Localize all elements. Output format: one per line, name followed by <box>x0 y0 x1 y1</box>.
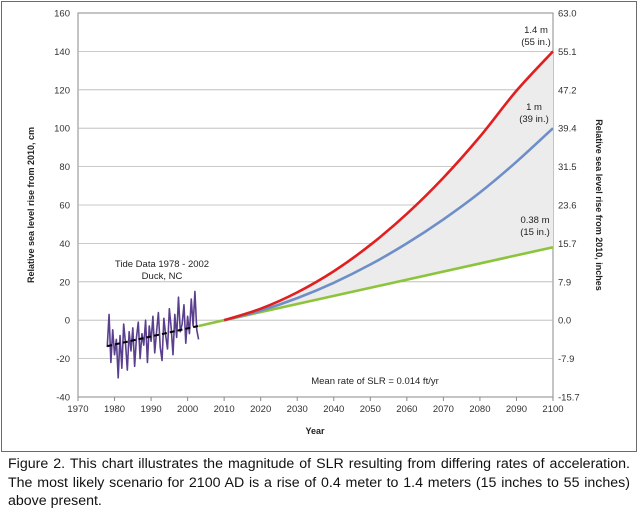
y-tick-right: -7.9 <box>558 354 574 365</box>
y-tick-left: 160 <box>54 9 70 20</box>
tide-data-line <box>106 290 200 379</box>
y-tick-left: 100 <box>54 124 70 135</box>
tide-data-label-2: Duck, NC <box>142 271 183 282</box>
y-tick-right: 31.5 <box>558 162 577 173</box>
red-scenario-label-1: 1.4 m <box>524 25 548 36</box>
blue-scenario-line <box>223 127 554 322</box>
y-tick-left: 20 <box>59 277 70 288</box>
y-tick-left: 80 <box>59 162 70 173</box>
x-tick: 2050 <box>360 404 381 415</box>
x-tick: 2000 <box>177 404 198 415</box>
x-tick: 2070 <box>433 404 454 415</box>
x-tick: 2060 <box>396 404 417 415</box>
x-tick: 2040 <box>323 404 344 415</box>
y-tick-left: 140 <box>54 47 70 58</box>
y-tick-right: 47.2 <box>558 85 577 96</box>
y-tick-right: 23.6 <box>558 201 577 212</box>
y-tick-left: 0 <box>65 316 70 327</box>
y-tick-right: -15.7 <box>558 393 580 404</box>
x-tick: 2020 <box>250 404 271 415</box>
y-tick-right: 39.4 <box>558 124 577 135</box>
x-tick: 2080 <box>469 404 490 415</box>
x-axis-title: Year <box>305 426 325 436</box>
tick-labels: -40 -15.7 -20 -7.9 0 0.0 20 7.9 40 15.7 60 23.6 80 31… <box>54 9 580 416</box>
green-scenario-label-2: (15 in.) <box>520 227 550 238</box>
y-tick-right: 55.1 <box>558 47 577 58</box>
y-axis-left-title: Relative sea level rise from 2010, cm <box>26 127 36 283</box>
green-scenario-label-1: 0.38 m <box>520 215 549 226</box>
scenario-band <box>224 51 553 321</box>
figure-caption: Figure 2. This chart illustrates the mag… <box>8 456 630 509</box>
y-tick-left: -40 <box>56 393 70 404</box>
red-scenario-line <box>223 50 554 322</box>
mean-rate-label: Mean rate of SLR = 0.014 ft/yr <box>311 376 439 387</box>
y-tick-right: 63.0 <box>558 9 577 20</box>
sea-level-rise-chart: -40 -15.7 -20 -7.9 0 0.0 20 7.9 40 15.7 60 23.6 80 31… <box>26 9 604 437</box>
y-tick-right: 0.0 <box>558 316 571 327</box>
y-tick-left: 120 <box>54 85 70 96</box>
x-tick: 1980 <box>104 404 125 415</box>
y-tick-left: 60 <box>59 201 70 212</box>
x-tick: 1970 <box>67 404 88 415</box>
x-tick: 2010 <box>214 404 235 415</box>
scenario-band-fill <box>224 51 553 321</box>
y-tick-left: 40 <box>59 239 70 250</box>
y-tick-right: 15.7 <box>558 239 577 250</box>
blue-scenario-label-2: (39 in.) <box>519 114 549 125</box>
x-tick: 1990 <box>141 404 162 415</box>
tide-data-label-1: Tide Data 1978 - 2002 <box>115 259 209 270</box>
x-tick: 2030 <box>287 404 308 415</box>
x-tick: 2090 <box>506 404 527 415</box>
series-layer <box>106 50 554 379</box>
red-scenario-label-2: (55 in.) <box>521 37 551 48</box>
x-tick: 2100 <box>542 404 563 415</box>
y-axis-right-title: Relative sea level rise from 2010, inche… <box>594 119 604 291</box>
y-tick-right: 7.9 <box>558 277 571 288</box>
y-tick-left: -20 <box>56 354 70 365</box>
blue-scenario-label-1: 1 m <box>526 102 542 113</box>
